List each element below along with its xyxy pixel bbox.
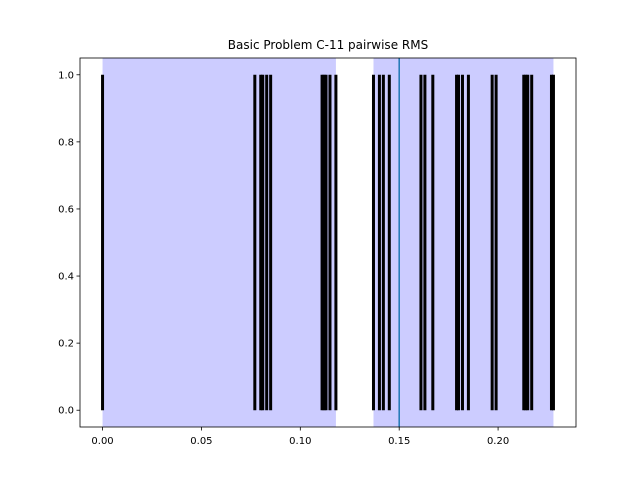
shaded-spans (102, 58, 554, 427)
x-tick-label: 0.00 (91, 436, 113, 447)
y-tick-label: 0.2 (58, 339, 74, 350)
x-tick-label: 0.15 (388, 436, 410, 447)
y-tick-label: 0.4 (58, 272, 74, 283)
chart-title: Basic Problem C-11 pairwise RMS (228, 38, 428, 52)
shaded-span-1 (102, 58, 336, 427)
y-tick-label: 0.6 (58, 204, 74, 215)
y-axis-ticks: 0.0 0.2 0.4 0.6 0.8 1.0 (58, 70, 80, 417)
x-tick-label: 0.05 (190, 436, 212, 447)
y-tick-label: 1.0 (58, 70, 74, 81)
x-tick-label: 0.20 (487, 436, 509, 447)
x-tick-label: 0.10 (289, 436, 311, 447)
x-axis-ticks: 0.00 0.05 0.10 0.15 0.20 (91, 427, 509, 447)
y-tick-label: 0.8 (58, 137, 74, 148)
event-lines (101, 74, 555, 411)
plot-frame (79, 57, 577, 428)
y-tick-label: 0.0 (58, 406, 74, 417)
